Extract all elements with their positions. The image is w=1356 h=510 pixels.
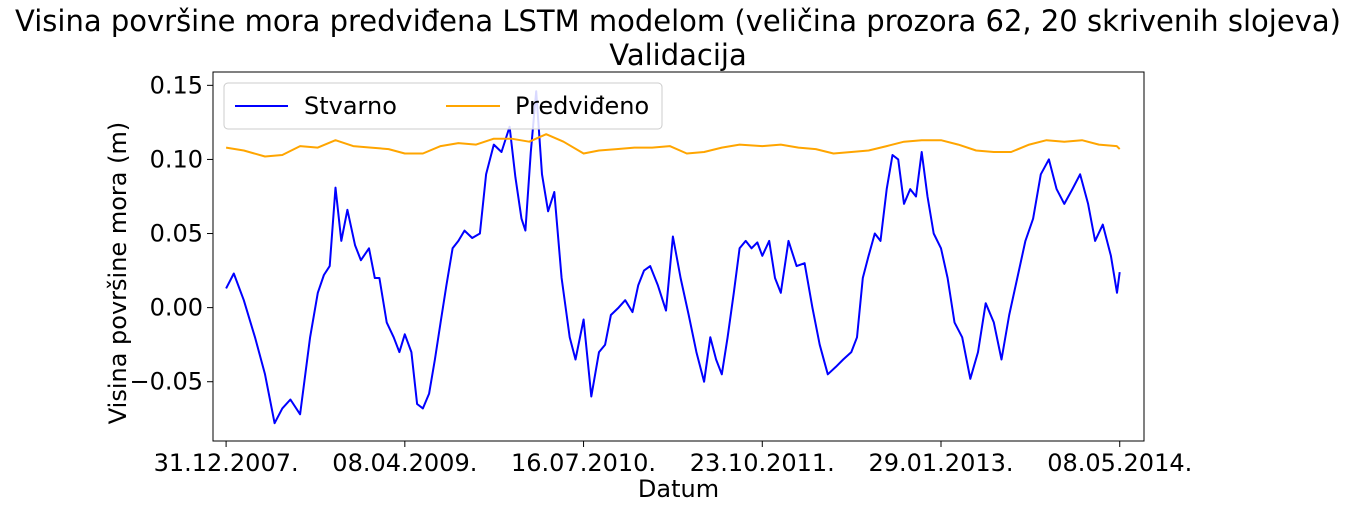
y-tick-label: 0.05 — [150, 220, 203, 248]
y-axis: −0.05 0.00 0.05 0.10 0.15 — [129, 71, 213, 396]
x-tick-label: 08.04.2009. — [332, 449, 477, 477]
y-tick-label: 0.15 — [150, 71, 203, 99]
x-tick-label: 29.01.2013. — [868, 449, 1013, 477]
series-line-predvideno — [225, 133, 1121, 158]
y-axis-label: Visina površine mora (m) — [104, 121, 132, 425]
legend-label: Predviđeno — [515, 92, 649, 120]
series-layer — [225, 90, 1121, 425]
x-axis-label: Datum — [637, 475, 720, 503]
x-tick-label: 16.07.2010. — [511, 449, 656, 477]
y-tick-label: 0.10 — [150, 145, 203, 173]
chart-subtitle: Validacija — [609, 38, 747, 72]
x-tick-label: 08.05.2014. — [1047, 449, 1192, 477]
plot-frame — [212, 71, 1145, 442]
x-axis: 31.12.2007. 08.04.2009. 16.07.2010. 23.10.2… — [154, 441, 1192, 477]
legend-box — [223, 82, 663, 130]
x-tick-label: 23.10.2011. — [690, 449, 835, 477]
x-tick-label: 31.12.2007. — [154, 449, 299, 477]
y-tick-label: 0.00 — [150, 294, 203, 322]
y-tick-label: −0.05 — [129, 368, 203, 396]
series-line-stvarno — [225, 90, 1121, 425]
legend-label: Stvarno — [304, 92, 397, 120]
legend: Stvarno Predviđeno — [223, 82, 663, 130]
chart-title: Visina površine mora predviđena LSTM mod… — [15, 4, 1341, 38]
